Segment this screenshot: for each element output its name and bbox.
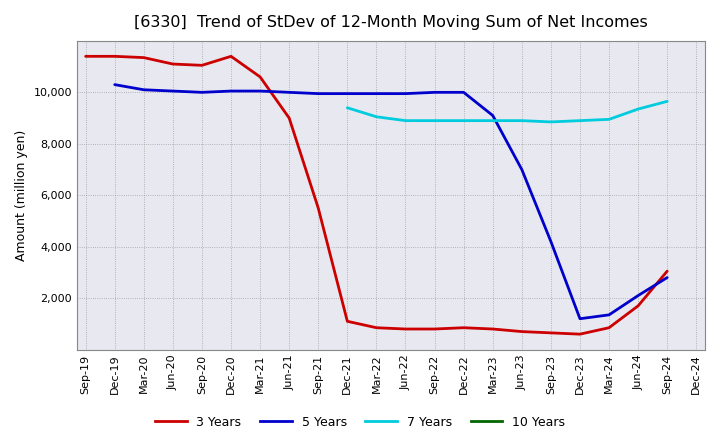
3 Years bbox=[110, 54, 119, 59]
3 Years bbox=[343, 319, 351, 324]
7 Years bbox=[605, 117, 613, 122]
Legend: 3 Years, 5 Years, 7 Years, 10 Years: 3 Years, 5 Years, 7 Years, 10 Years bbox=[150, 411, 570, 434]
3 Years bbox=[488, 326, 497, 332]
Line: 5 Years: 5 Years bbox=[114, 84, 667, 319]
5 Years bbox=[459, 90, 468, 95]
5 Years bbox=[285, 90, 294, 95]
5 Years bbox=[431, 90, 439, 95]
7 Years bbox=[576, 118, 585, 123]
7 Years bbox=[634, 106, 642, 112]
Title: [6330]  Trend of StDev of 12-Month Moving Sum of Net Incomes: [6330] Trend of StDev of 12-Month Moving… bbox=[134, 15, 648, 30]
5 Years bbox=[314, 91, 323, 96]
3 Years bbox=[518, 329, 526, 334]
3 Years bbox=[197, 62, 206, 68]
5 Years bbox=[256, 88, 264, 94]
7 Years bbox=[343, 105, 351, 110]
5 Years bbox=[401, 91, 410, 96]
3 Years bbox=[401, 326, 410, 332]
Line: 3 Years: 3 Years bbox=[86, 56, 667, 334]
3 Years bbox=[546, 330, 555, 336]
7 Years bbox=[459, 118, 468, 123]
3 Years bbox=[634, 303, 642, 308]
5 Years bbox=[663, 275, 672, 280]
3 Years bbox=[372, 325, 381, 330]
5 Years bbox=[634, 293, 642, 298]
5 Years bbox=[110, 82, 119, 87]
3 Years bbox=[81, 54, 90, 59]
Y-axis label: Amount (million yen): Amount (million yen) bbox=[15, 130, 28, 261]
3 Years bbox=[256, 74, 264, 80]
Line: 7 Years: 7 Years bbox=[347, 101, 667, 122]
5 Years bbox=[488, 113, 497, 118]
3 Years bbox=[168, 62, 177, 67]
7 Years bbox=[546, 119, 555, 125]
5 Years bbox=[576, 316, 585, 321]
7 Years bbox=[488, 118, 497, 123]
5 Years bbox=[343, 91, 351, 96]
3 Years bbox=[431, 326, 439, 332]
5 Years bbox=[140, 87, 148, 92]
3 Years bbox=[227, 54, 235, 59]
7 Years bbox=[518, 118, 526, 123]
5 Years bbox=[197, 90, 206, 95]
3 Years bbox=[285, 115, 294, 121]
3 Years bbox=[459, 325, 468, 330]
3 Years bbox=[140, 55, 148, 60]
7 Years bbox=[663, 99, 672, 104]
3 Years bbox=[663, 268, 672, 274]
7 Years bbox=[401, 118, 410, 123]
5 Years bbox=[227, 88, 235, 94]
3 Years bbox=[605, 325, 613, 330]
7 Years bbox=[431, 118, 439, 123]
5 Years bbox=[518, 167, 526, 172]
5 Years bbox=[546, 239, 555, 244]
7 Years bbox=[372, 114, 381, 119]
3 Years bbox=[314, 205, 323, 211]
5 Years bbox=[605, 312, 613, 318]
5 Years bbox=[372, 91, 381, 96]
3 Years bbox=[576, 331, 585, 337]
5 Years bbox=[168, 88, 177, 94]
